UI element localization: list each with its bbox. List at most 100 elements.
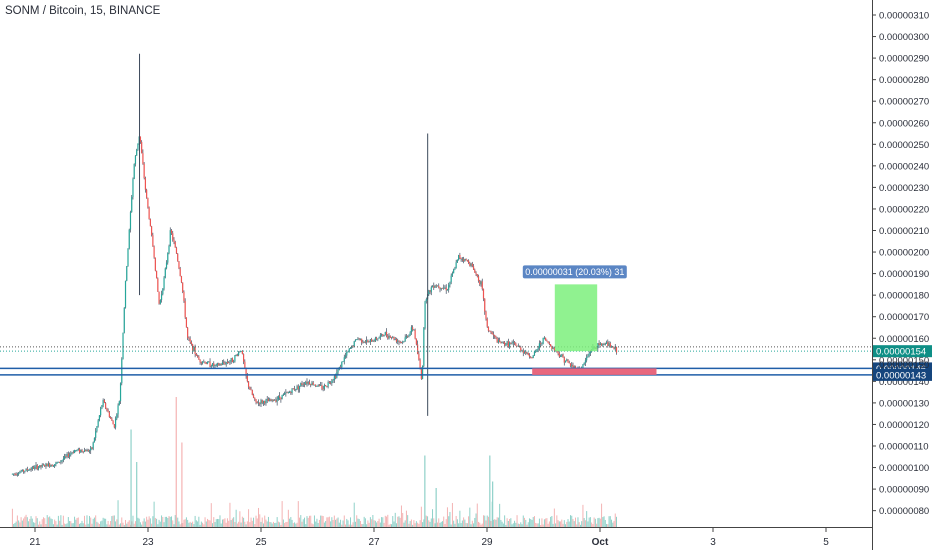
candle-up <box>271 399 273 401</box>
candle-down <box>91 447 93 449</box>
volume-bar <box>509 519 511 527</box>
candle-down <box>264 401 266 404</box>
candle-up <box>291 388 293 394</box>
candle-up <box>454 268 456 270</box>
candle-up <box>233 361 235 363</box>
candle-down <box>567 359 569 363</box>
volume-bar <box>270 522 272 527</box>
candle-down <box>199 359 201 363</box>
price-tick-label: 0.00000300 <box>879 32 929 43</box>
volume-bar <box>574 517 576 527</box>
candle-up <box>19 472 21 474</box>
candle-down <box>187 327 189 338</box>
candle-down <box>513 341 516 344</box>
candle-down <box>146 189 148 198</box>
candle-up <box>410 327 413 333</box>
volume-bar <box>323 522 325 527</box>
volume-bar <box>305 524 307 527</box>
price-tick-label: 0.00000210 <box>879 226 929 237</box>
volume-bar <box>565 524 567 527</box>
volume-bar <box>363 516 365 527</box>
volume-bar <box>64 523 66 527</box>
price-tick-label: 0.00000120 <box>879 420 929 431</box>
volume-bar <box>167 517 169 527</box>
candle-up <box>31 466 33 470</box>
volume-bar <box>97 522 99 527</box>
last-price-badge <box>873 345 932 358</box>
volume-bar <box>126 523 128 527</box>
candle-down <box>251 390 253 395</box>
candle-up <box>397 340 399 342</box>
candle-up <box>68 454 71 457</box>
candle-up <box>380 334 383 336</box>
volume-bar <box>316 518 318 527</box>
candle-up <box>265 400 267 404</box>
volume-bar <box>177 517 179 527</box>
volume-bar <box>31 518 33 527</box>
volume-bar <box>481 523 483 527</box>
candle-down <box>250 389 252 391</box>
volume-bar <box>335 519 337 527</box>
volume-bar <box>315 521 317 527</box>
volume-bar <box>72 523 74 527</box>
candle-up <box>597 343 599 349</box>
volume-bar <box>35 516 37 527</box>
target-zone[interactable] <box>554 284 598 352</box>
volume-bar <box>420 506 422 527</box>
candle-down <box>474 269 476 273</box>
volume-bar <box>207 518 209 527</box>
candle-down <box>72 452 74 454</box>
volume-bar <box>76 518 78 527</box>
volume-bar <box>453 520 455 527</box>
candle-up <box>296 386 298 389</box>
candle-up <box>229 361 231 363</box>
candle-up <box>533 351 536 356</box>
volume-bar <box>11 508 13 527</box>
volume-bar <box>596 523 598 527</box>
volume-bar <box>482 515 484 527</box>
candle-down <box>178 261 180 269</box>
volume-bar <box>606 523 608 527</box>
volume-bar <box>448 516 450 527</box>
volume-bar <box>576 524 578 527</box>
volume-bar <box>91 523 93 527</box>
candle-down <box>499 340 501 343</box>
candle-down <box>609 343 611 348</box>
volume-bar <box>142 521 144 527</box>
volume-bar <box>434 523 436 527</box>
price-tick-label: 0.00000160 <box>879 334 929 345</box>
stop-zone[interactable] <box>532 368 657 375</box>
volume-bar <box>494 519 496 527</box>
volume-bar <box>300 515 302 527</box>
candle-up <box>37 467 40 470</box>
volume-bar <box>475 513 477 527</box>
candle-down <box>557 351 559 354</box>
volume-bar <box>36 518 38 527</box>
volume-bar <box>46 515 48 527</box>
volume-bar <box>70 521 72 527</box>
candle-up <box>284 393 286 395</box>
candle-down <box>393 336 395 340</box>
volume-bar <box>349 517 351 527</box>
volume-bar <box>132 515 134 527</box>
volume-bar <box>430 518 432 527</box>
volume-bar <box>274 523 276 527</box>
candle-up <box>86 449 88 452</box>
price-tick-label: 0.00000220 <box>879 204 929 215</box>
candle-down <box>527 352 529 356</box>
volume-bar <box>95 515 97 527</box>
volume-bar <box>171 516 173 527</box>
candle-up <box>348 348 350 352</box>
candle-down <box>241 350 243 355</box>
volume-bar <box>42 517 44 527</box>
volume-bar <box>432 509 434 527</box>
volume-bar <box>258 507 260 527</box>
candle-up <box>35 464 37 467</box>
candle-up <box>450 275 452 283</box>
volume-bar <box>528 518 530 527</box>
volume-bar <box>521 524 523 527</box>
price-tick-label: 0.00000280 <box>879 75 929 86</box>
volume-bar <box>563 520 565 527</box>
candle-up <box>372 340 374 342</box>
